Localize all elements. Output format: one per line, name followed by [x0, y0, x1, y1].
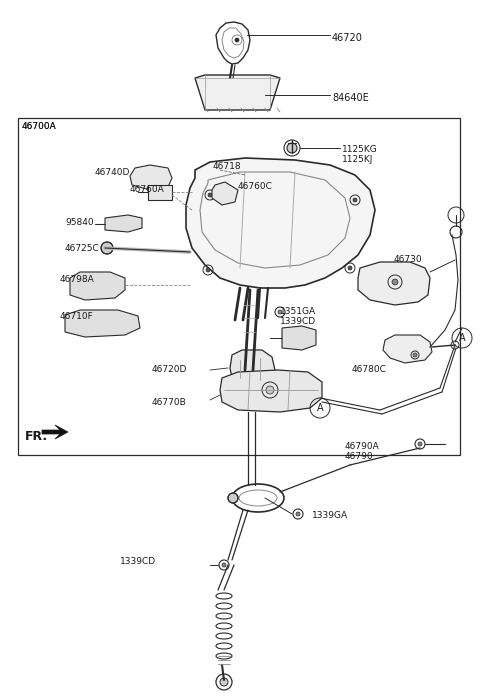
Circle shape: [413, 353, 417, 357]
Text: 46770B: 46770B: [152, 398, 187, 407]
Circle shape: [353, 198, 357, 202]
Text: A: A: [317, 403, 324, 413]
Circle shape: [208, 193, 212, 197]
Polygon shape: [130, 165, 172, 190]
Text: 46710F: 46710F: [60, 312, 94, 321]
Text: 1351GA: 1351GA: [280, 307, 316, 316]
Text: 46725C: 46725C: [65, 244, 100, 253]
Text: 46760A: 46760A: [130, 185, 165, 194]
Polygon shape: [42, 425, 68, 439]
Polygon shape: [212, 182, 238, 205]
Circle shape: [278, 310, 282, 314]
Text: 46700A: 46700A: [22, 122, 57, 131]
Circle shape: [235, 38, 239, 42]
Text: 1125KG: 1125KG: [342, 145, 378, 154]
Text: 1339CD: 1339CD: [120, 558, 156, 567]
Text: 1339GA: 1339GA: [312, 510, 348, 519]
Polygon shape: [105, 215, 142, 232]
Polygon shape: [282, 326, 316, 350]
Text: 95840: 95840: [65, 218, 94, 227]
Text: 1339CD: 1339CD: [280, 317, 316, 326]
Text: 46720D: 46720D: [152, 365, 187, 374]
Polygon shape: [148, 185, 172, 200]
Circle shape: [266, 386, 274, 394]
Circle shape: [206, 268, 210, 272]
Circle shape: [348, 266, 352, 270]
Circle shape: [228, 493, 238, 503]
Text: 46730: 46730: [394, 255, 422, 264]
Polygon shape: [220, 370, 322, 412]
Polygon shape: [383, 335, 432, 363]
Text: A: A: [459, 333, 465, 343]
Circle shape: [296, 512, 300, 516]
Circle shape: [418, 442, 422, 446]
Text: 46760C: 46760C: [238, 182, 273, 191]
Text: 1125KJ: 1125KJ: [342, 155, 373, 164]
Circle shape: [101, 242, 113, 254]
Circle shape: [222, 563, 226, 567]
Polygon shape: [70, 272, 125, 300]
Text: FR.: FR.: [25, 430, 48, 443]
Polygon shape: [186, 158, 375, 288]
Text: 46720: 46720: [332, 33, 363, 43]
Text: 46790: 46790: [345, 452, 373, 461]
Text: 46780C: 46780C: [352, 365, 387, 374]
Polygon shape: [358, 262, 430, 305]
Polygon shape: [65, 310, 140, 337]
Circle shape: [392, 279, 398, 285]
Circle shape: [220, 678, 228, 686]
Text: 84640E: 84640E: [332, 93, 369, 103]
Circle shape: [287, 143, 297, 153]
Text: 46740D: 46740D: [95, 168, 131, 177]
Polygon shape: [195, 75, 280, 110]
Text: 46700A: 46700A: [22, 122, 57, 131]
Text: 46790A: 46790A: [345, 442, 380, 451]
Text: 46798A: 46798A: [60, 275, 95, 284]
Text: 46718: 46718: [213, 162, 241, 171]
Polygon shape: [230, 350, 275, 383]
